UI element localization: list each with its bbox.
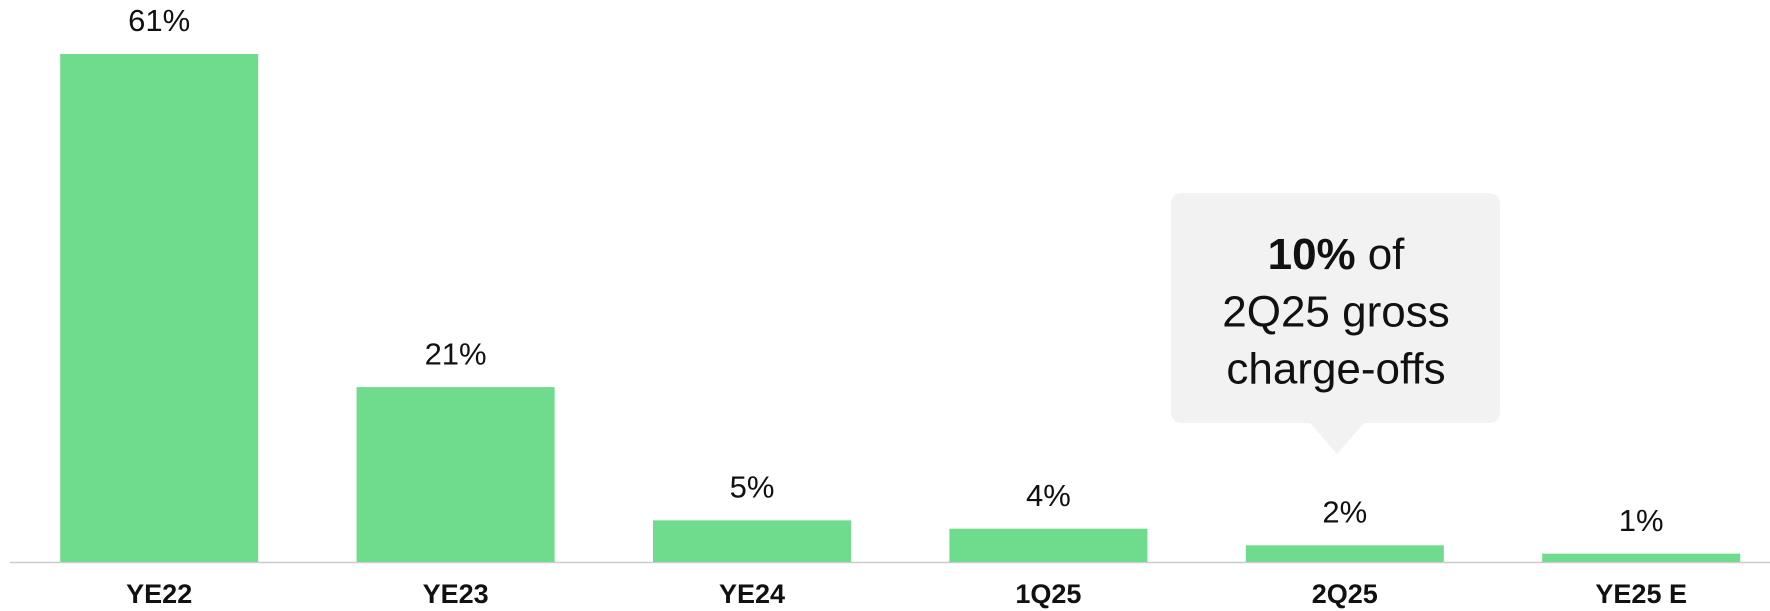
- value-label: 4%: [1026, 478, 1071, 513]
- x-tick-label: YE22: [126, 579, 192, 609]
- callout-line: charge-offs: [1226, 345, 1445, 394]
- value-label: 2%: [1322, 495, 1367, 530]
- value-label: 1%: [1619, 503, 1664, 538]
- x-tick-label: 2Q25: [1312, 579, 1378, 609]
- callout-line: 10% of: [1268, 230, 1406, 279]
- bar: [949, 528, 1148, 562]
- callout-line: 2Q25 gross: [1222, 288, 1449, 337]
- callout-emphasis: 10%: [1268, 230, 1356, 279]
- x-tick-label: YE25 E: [1595, 579, 1687, 609]
- bar: [1542, 553, 1741, 562]
- value-label: 21%: [425, 336, 487, 371]
- bar: [1245, 545, 1444, 562]
- bar: [356, 387, 555, 562]
- callout-box: [1171, 193, 1500, 454]
- value-label: 5%: [730, 470, 775, 505]
- bar: [60, 54, 259, 562]
- x-tick-label: YE23: [423, 579, 489, 609]
- bar: [653, 520, 851, 562]
- callout: 10% of 2Q25 gross charge-offs: [1171, 193, 1500, 454]
- x-tick-label: 1Q25: [1015, 579, 1081, 609]
- value-label: 61%: [128, 3, 190, 38]
- callout-text: of: [1368, 230, 1405, 279]
- x-tick-label: YE24: [719, 579, 785, 609]
